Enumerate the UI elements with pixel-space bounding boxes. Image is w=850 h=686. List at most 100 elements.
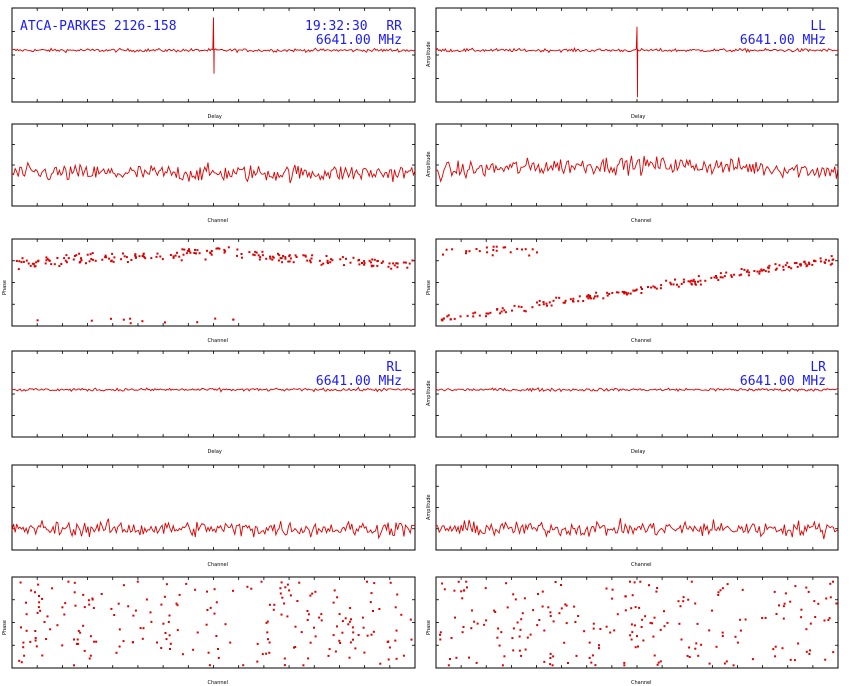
phase-point — [176, 629, 179, 632]
phase-point — [786, 261, 789, 264]
phase-point — [547, 606, 550, 609]
phase-point — [710, 276, 713, 279]
phase-point — [832, 651, 835, 654]
phase-point — [289, 594, 292, 597]
phase-point — [175, 602, 178, 605]
phase-point — [44, 262, 47, 265]
phase-point — [134, 255, 137, 258]
phase-point — [660, 284, 663, 287]
phase-point — [279, 587, 282, 590]
phase-point — [577, 300, 580, 303]
phase-point — [338, 639, 341, 642]
phase-point — [310, 257, 313, 260]
amplitude-trace — [11, 161, 416, 184]
phase-point — [67, 257, 70, 260]
phase-point — [485, 246, 488, 249]
phase-point — [524, 248, 527, 251]
phase-point — [224, 250, 227, 253]
phase-point — [807, 590, 810, 593]
phase-point — [831, 262, 834, 265]
phase-point — [491, 254, 494, 257]
phase-point — [164, 321, 166, 324]
phase-point — [280, 257, 283, 260]
phase-point — [382, 260, 385, 263]
phase-point — [380, 262, 383, 264]
phase-point — [280, 581, 283, 584]
phase-point — [564, 603, 567, 606]
phase-point — [445, 248, 448, 251]
phase-point — [611, 588, 614, 591]
phase-point — [155, 255, 158, 258]
phase-point — [657, 661, 660, 664]
phase-point — [198, 252, 201, 255]
phase-point — [814, 616, 817, 618]
phase-point — [288, 255, 291, 258]
rr-polarization: RR — [386, 19, 402, 34]
panel-frame-4 — [11, 238, 416, 327]
phase-point — [362, 626, 365, 629]
phase-point — [214, 317, 217, 320]
phase-point — [623, 661, 626, 664]
phase-point — [150, 620, 153, 623]
phase-point — [659, 628, 662, 631]
phase-point — [497, 627, 500, 630]
phase-point — [309, 641, 312, 644]
phase-point — [361, 616, 364, 619]
phase-point — [215, 601, 218, 604]
phase-point — [77, 642, 80, 645]
phase-point — [531, 248, 534, 251]
phase-point — [248, 251, 251, 254]
y-axis-label: Amplitude — [426, 151, 432, 177]
phase-point — [393, 264, 396, 267]
phase-point — [314, 635, 317, 638]
phase-point — [178, 255, 181, 258]
phase-point — [46, 615, 49, 618]
phase-point — [688, 656, 691, 658]
phase-point — [500, 631, 503, 634]
phase-point — [122, 640, 125, 643]
phase-point — [256, 660, 259, 663]
phase-point — [687, 280, 690, 283]
phase-point — [767, 270, 770, 273]
phase-point — [634, 289, 637, 292]
phase-point — [165, 583, 168, 586]
phase-point — [363, 262, 366, 265]
phase-point — [77, 629, 80, 632]
phase-point — [719, 276, 722, 279]
phase-point — [242, 664, 245, 667]
phase-point — [511, 309, 513, 312]
phase-point — [813, 600, 816, 603]
phase-point — [311, 254, 314, 257]
phase-point — [690, 282, 693, 285]
phase-point — [159, 255, 162, 258]
phase-point — [89, 654, 92, 657]
phase-point — [288, 260, 291, 263]
phase-point — [370, 592, 373, 595]
phase-point — [369, 601, 372, 604]
phase-point — [252, 253, 255, 256]
phase-point — [523, 309, 526, 312]
phase-point — [394, 639, 397, 642]
phase-point — [832, 580, 834, 583]
phase-point — [36, 611, 39, 614]
ll-polarization: LL — [810, 19, 826, 34]
phase-point — [496, 308, 499, 310]
phase-point — [630, 607, 633, 610]
phase-point — [289, 257, 292, 260]
phase-point — [778, 264, 781, 267]
phase-point — [465, 252, 467, 255]
phase-point — [396, 266, 399, 269]
phase-point — [194, 588, 197, 591]
phase-point — [260, 580, 263, 583]
panel-frame-6 — [11, 350, 416, 438]
phase-point — [551, 664, 554, 667]
phase-point — [371, 258, 374, 261]
phase-point — [789, 600, 792, 603]
phase-point — [565, 604, 568, 607]
phase-point — [143, 255, 146, 258]
phase-point — [511, 637, 514, 640]
phase-point — [246, 585, 249, 588]
phase-point — [633, 581, 636, 584]
phase-point — [629, 634, 632, 637]
phase-point — [665, 279, 668, 282]
